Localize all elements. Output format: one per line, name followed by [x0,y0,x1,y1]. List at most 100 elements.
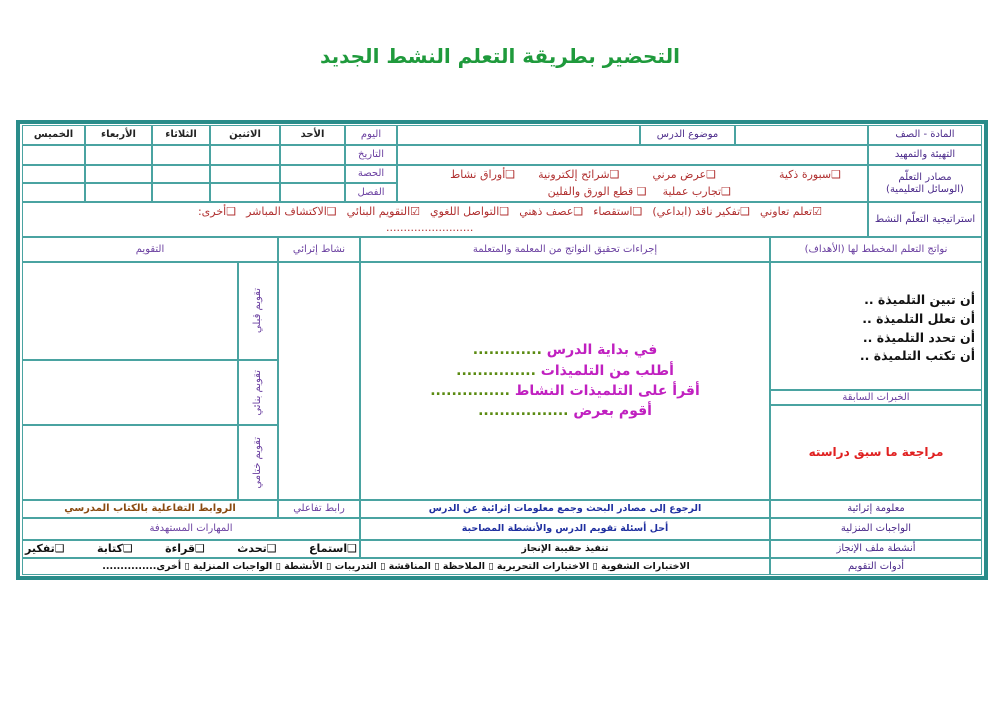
resources-label-line2: (الوسائل التعليمية) [886,183,964,195]
day-monday: الاثنين [210,125,280,145]
skill-checkbox[interactable]: ❑تفكير [25,542,65,555]
formative-evaluation-label: تقويم بنائي [238,360,278,425]
resource-paper-foam-checkbox[interactable]: ❑ قطع الورق والفلين [548,185,647,198]
procedure-text: أطلب من التلميذات [540,362,674,379]
resource-experiments-checkbox[interactable]: ❑تجارب عملية [663,185,731,198]
homework-value: أحل أسئلة تقويم الدرس والأنشطة المصاحبة [360,518,770,540]
schedule-cell[interactable] [152,145,210,165]
procedure-line: أقرأ على التلميذات النشاط ..............… [430,381,700,401]
schedule-cell[interactable] [210,165,280,183]
checkbox-icon: ❑ [706,168,716,181]
checkbox-label: شرائح إلكترونية [538,168,610,181]
pre-evaluation-field[interactable] [22,262,238,360]
procedure-text: أقرأ على التلميذات النشاط [514,383,700,399]
checkbox-label: تعلم تعاوني [760,205,813,218]
evaluation-header: التقويم [22,237,278,262]
schedule-cell[interactable] [85,183,152,202]
checkbox-icon: ❑ [226,205,237,218]
checkbox-icon: ❑ [499,205,510,218]
checkbox-label: قراءة [165,542,196,556]
schedule-cell[interactable] [280,183,345,202]
final-evaluation-label: تقويم ختامي [238,425,278,500]
formative-evaluation-field[interactable] [22,360,238,425]
other-strategy-field[interactable]: ......................... [386,221,474,234]
schedule-cell[interactable] [22,183,85,202]
schedule-cell[interactable] [152,165,210,183]
procedures-header: إجراءات تحقيق النواتج من المعلمة والمتعل… [360,237,770,262]
procedure-line: أقوم بعرض ................. [478,401,652,421]
formative-evaluation-text: تقويم بنائي [252,369,263,416]
schedule-cell[interactable] [85,165,152,183]
schedule-cell[interactable] [152,183,210,202]
resource-video-checkbox[interactable]: ❑عرض مرني [652,168,716,181]
strategy-checkbox[interactable]: ❑الاكتشاف المباشر [246,205,337,218]
enrichment-activity-field[interactable] [278,262,360,500]
pre-evaluation-label: تقويم قبلي [238,262,278,360]
resource-slides-checkbox[interactable]: ❑شرائح إلكترونية [538,168,619,181]
schedule-cell[interactable] [22,165,85,183]
objectives-list: أن تبين التلميذة .. أن تعلل التلميذة .. … [770,262,982,390]
checkbox-icon: ☑ [410,205,421,218]
skill-checkbox[interactable]: ❑قراءة [165,542,205,555]
final-evaluation-field[interactable] [22,425,238,500]
checkbox-icon: ❑ [326,205,337,218]
procedure-line: أطلب من التلميذات ............... [456,361,674,381]
procedure-text: في بداية الدرس [546,342,658,359]
schedule-cell[interactable] [85,145,152,165]
warmup-label: التهيئة والتمهيد [868,145,982,165]
strategy-checkbox[interactable]: ❑استقصاء [593,205,642,218]
prior-experience-value: مراجعة ما سبق دراسته [770,405,982,500]
strategy-checkbox[interactable]: ❑عصف ذهني [519,205,583,218]
lesson-topic-label: موضوع الدرس [640,125,735,145]
schedule-cell[interactable] [280,165,345,183]
day-sunday: الأحد [280,125,345,145]
schedule-cell[interactable] [210,183,280,202]
class-label: الفصل [345,183,397,202]
date-label: التاريخ [345,145,397,165]
procedure-dots: ................. [478,403,569,420]
schedule-cell[interactable] [22,145,85,165]
checkbox-label: الاكتشاف المباشر [246,205,327,218]
enrichment-header: نشاط إثرائي [278,237,360,262]
interactive-link-label: رابط تفاعلي [278,500,360,518]
enrichment-info-label: معلومة إثرائية [770,500,982,518]
objective-item: أن تعلل التلميذة .. [862,310,975,326]
schedule-cell[interactable] [280,145,345,165]
strategy-checkbox[interactable]: ❑التواصل اللغوي [430,205,509,218]
strategy-checkbox[interactable]: ☑التقويم البنائي [347,205,420,218]
procedure-dots: ............... [456,362,536,379]
resource-worksheets-checkbox[interactable]: ❑أوراق نشاط [450,168,515,181]
checkbox-icon: ❑ [573,205,584,218]
subject-grade-field[interactable] [735,125,868,145]
resources-row-1: ❑سبورة ذكية ❑عرض مرني ❑شرائح إلكترونية ❑… [442,168,849,181]
target-skills-label: المهارات المستهدفة [22,518,360,540]
strategy-checkbox[interactable]: ☑تعلم تعاوني [760,205,822,218]
portfolio-value: تنفيذ حقيبة الإنجاز [360,540,770,558]
skill-checkbox[interactable]: ❑تحدث [237,542,276,555]
checkbox-label: تحدث [237,542,267,556]
checkbox-label: استقصاء [593,205,633,218]
checkbox-icon: ☑ [812,205,822,218]
skill-checkbox[interactable]: ❑كتابة [97,542,133,555]
checkbox-label: أوراق نشاط [450,168,506,181]
strategy-checkbox[interactable]: ❑تفكير ناقد (ابداعي) [652,205,750,218]
skill-checkbox[interactable]: ❑استماع [309,542,357,555]
lesson-plan-frame [16,120,988,580]
resources-row-2: ❑تجارب عملية ❑ قطع الورق والفلين [540,185,739,198]
checkbox-label: عرض مرني [652,168,707,181]
schedule-cell[interactable] [210,145,280,165]
resource-smartboard-checkbox[interactable]: ❑سبورة ذكية [779,168,841,181]
period-label: الحصة [345,165,397,183]
day-thursday: الخميس [22,125,85,145]
lesson-topic-field[interactable] [397,125,640,145]
strategy-checkbox[interactable]: ❑أخرى: [198,205,236,218]
strategies-options: ☑تعلم تعاوني ❑تفكير ناقد (ابداعي) ❑استقصاء… [22,202,868,237]
checkbox-label: عصف ذهني [519,205,574,218]
checkbox-icon: ❑ [740,205,751,218]
warmup-field[interactable] [397,145,868,165]
page-title: التحضير بطريقة التعلم النشط الجديد [320,44,680,68]
interactive-links-value[interactable]: الروابط التفاعلية بالكتاب المدرسي [22,500,278,518]
checkbox-label: تجارب عملية [662,185,722,198]
pre-evaluation-text: تقويم قبلي [252,288,263,334]
checkbox-icon: ❑ [831,168,841,181]
